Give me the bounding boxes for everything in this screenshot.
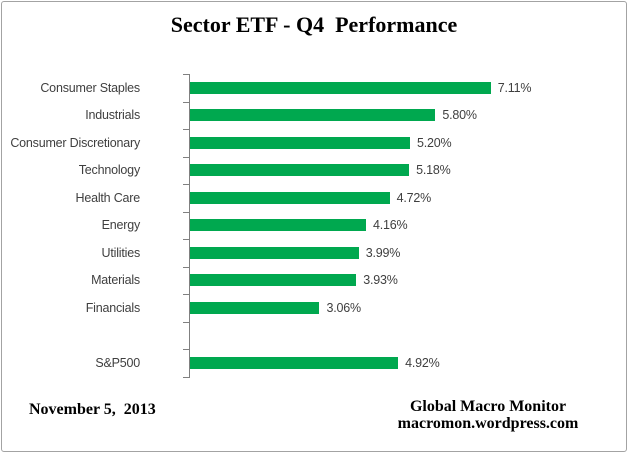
category-label: Utilities: [101, 245, 141, 260]
category-axis-line: [189, 74, 190, 378]
chart-row: Industrials 5.80%: [2, 102, 626, 130]
category-label: Consumer Staples: [40, 80, 140, 95]
chart-row: [2, 322, 626, 350]
axis-tick: [183, 156, 190, 158]
axis-tick: [183, 101, 190, 103]
bar: [190, 81, 491, 94]
attribution: Global Macro Monitor macromon.wordpress.…: [342, 398, 626, 432]
chart-row: Financials 3.06%: [2, 294, 626, 322]
value-label: 3.99%: [365, 245, 401, 260]
axis-tick: [183, 321, 190, 323]
value-label: 4.72%: [396, 190, 432, 205]
footer-date: November 5, 2013: [29, 401, 156, 418]
bar: [190, 356, 399, 369]
chart-row: Health Care 4.72%: [2, 184, 626, 212]
category-label: S&P500: [95, 355, 140, 370]
value-label: 3.93%: [363, 273, 398, 288]
category-label: Consumer Discretionary: [10, 135, 140, 150]
chart-row: Consumer Discretionary 5.20%: [2, 129, 626, 157]
value-label: 7.11%: [497, 80, 532, 95]
value-label: 5.18%: [416, 163, 451, 178]
bar: [190, 136, 410, 149]
chart-row: S&P500 4.92%: [2, 349, 626, 377]
attribution-line-1: Global Macro Monitor: [409, 398, 567, 415]
bar: [190, 301, 320, 314]
axis-tick: [183, 294, 190, 295]
axis-tick: [183, 239, 190, 240]
chart-row: Materials 3.93%: [2, 267, 626, 295]
category-label: Technology: [78, 163, 140, 178]
bar: [190, 219, 366, 232]
chart-row: Consumer Staples 7.11%: [2, 74, 626, 102]
attribution-line-2: macromon.wordpress.com: [397, 415, 579, 432]
value-label: 4.92%: [405, 355, 440, 370]
axis-tick: [183, 184, 190, 185]
chart-row: Technology 5.18%: [2, 157, 626, 185]
axis-tick: [183, 74, 190, 75]
value-label: 5.80%: [442, 108, 477, 123]
bar: [190, 246, 359, 259]
bar: [190, 274, 357, 287]
chart-title: Sector ETF - Q4 Performance: [170, 12, 458, 37]
axis-tick: [183, 211, 190, 213]
axis-tick: [183, 266, 190, 268]
axis-tick: [183, 129, 190, 130]
axis-tick: [183, 349, 190, 350]
value-label: 4.16%: [372, 218, 408, 233]
axis-tick: [183, 376, 190, 378]
category-label: Materials: [91, 273, 140, 288]
bar: [190, 191, 390, 204]
category-label: Financials: [85, 300, 140, 315]
value-label: 3.06%: [326, 300, 361, 315]
category-label: Health Care: [75, 190, 141, 205]
category-label: Energy: [101, 218, 141, 233]
bar: [190, 109, 436, 122]
value-label: 5.20%: [416, 135, 452, 150]
bar: [190, 164, 410, 177]
category-label: Industrials: [85, 108, 140, 123]
chart-row: Energy 4.16%: [2, 212, 626, 240]
chart-row: Utilities 3.99%: [2, 239, 626, 267]
